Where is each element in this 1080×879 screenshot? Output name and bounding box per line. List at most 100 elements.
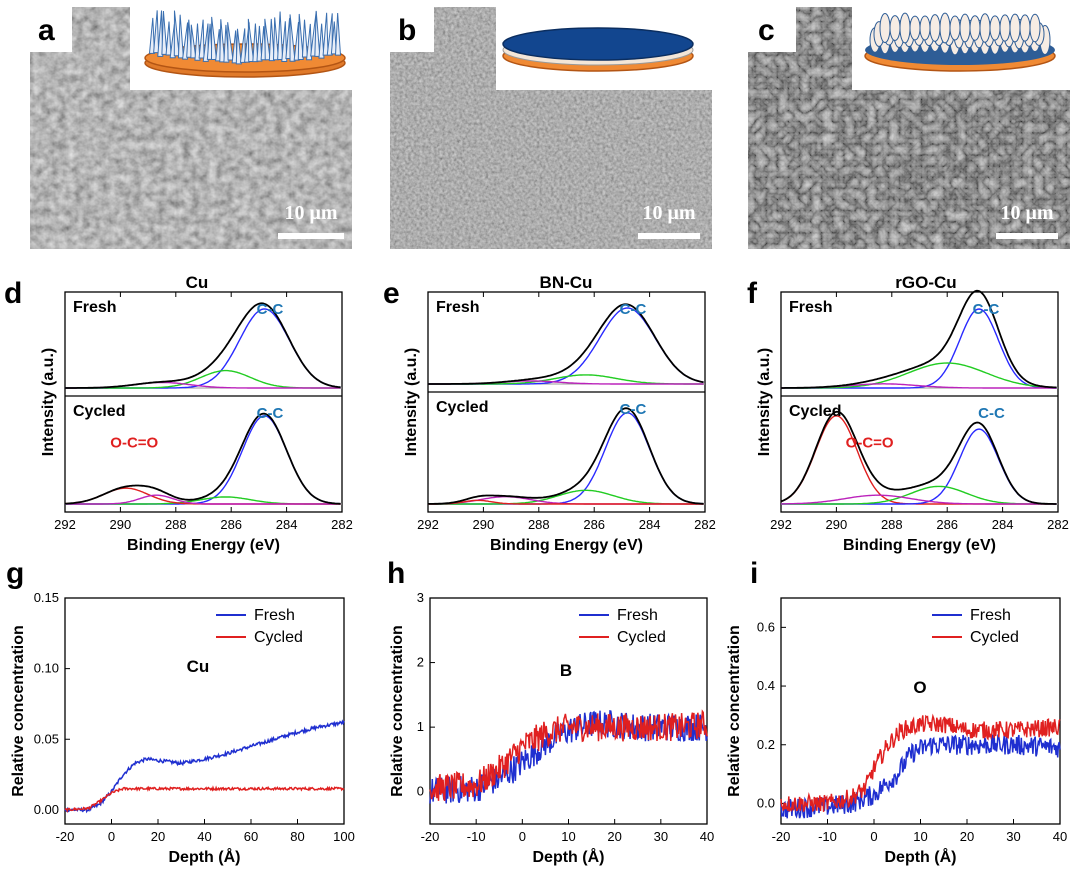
- x-tick-label: 292: [770, 517, 792, 532]
- state-label-fresh: Fresh: [73, 299, 117, 316]
- nanowire-schematic-a: [144, 10, 346, 78]
- x-tick-label: -20: [421, 829, 440, 844]
- fit-peak-c-o: [781, 494, 1057, 505]
- x-tick-label: 286: [936, 517, 958, 532]
- fit-peak-c-o: [65, 369, 341, 389]
- nanowire: [177, 14, 184, 59]
- scale-bar-a: [278, 233, 344, 239]
- state-label-fresh: Fresh: [789, 299, 833, 316]
- y-axis-label: Intensity (a.u.): [756, 348, 773, 456]
- flake: [889, 15, 901, 41]
- x-axis-label: Binding Energy (eV): [127, 537, 280, 554]
- x-tick-label: 282: [694, 517, 716, 532]
- nanowire: [198, 19, 205, 59]
- nanowire: [173, 10, 180, 57]
- flake: [1019, 14, 1031, 42]
- nanowire: [326, 13, 333, 56]
- nanowire: [318, 23, 325, 59]
- envelope-fresh: [65, 302, 341, 389]
- nanowire: [247, 18, 255, 63]
- x-tick-label: 284: [992, 517, 1014, 532]
- flake-schematic-c: [864, 12, 1056, 72]
- peak-annotation: C-C: [973, 301, 1000, 318]
- x-tick-label: 290: [110, 517, 132, 532]
- nanowire: [186, 19, 193, 58]
- x-tick-label: 20: [607, 829, 621, 844]
- series-line-cycled: [780, 713, 1061, 813]
- flake: [909, 15, 921, 41]
- depth-panel-h: h B -20 -10 0 10 20 30 40 0 1 2 3 Depth (Å) Relative…: [387, 557, 714, 866]
- x-tick-label: 282: [1047, 517, 1069, 532]
- y-tick-label: 0.15: [34, 590, 59, 605]
- panel-label-g: g: [6, 557, 24, 590]
- nanowire: [227, 22, 234, 61]
- y-tick-label: 0.4: [757, 678, 775, 693]
- x-axis-label: Depth (Å): [885, 847, 957, 866]
- label-box-a: [0, 0, 72, 52]
- y-tick-label: 0.0: [757, 795, 775, 810]
- nanowire: [235, 28, 242, 65]
- legend-label-cycled: Cycled: [970, 629, 1019, 646]
- x-tick-label: -10: [467, 829, 486, 844]
- nanowire: [256, 25, 263, 62]
- x-axis-label: Binding Energy (eV): [843, 537, 996, 554]
- fit-peak-c-o: [65, 494, 341, 505]
- flake: [989, 15, 1001, 41]
- flake: [949, 15, 961, 41]
- x-tick-label: 10: [913, 829, 927, 844]
- nanowire: [210, 16, 218, 61]
- scale-text-b: 10 μm: [643, 202, 696, 224]
- state-label-cycled: Cycled: [436, 399, 488, 416]
- x-axis-label: Depth (Å): [169, 847, 241, 866]
- x-tick-label: 290: [826, 517, 848, 532]
- nanowire: [268, 18, 275, 62]
- element-label-g: Cu: [187, 657, 210, 676]
- x-tick-label: 40: [1053, 829, 1067, 844]
- nanowire: [322, 12, 329, 56]
- label-box-c: [746, 0, 796, 52]
- scale-bar-c: [996, 233, 1058, 239]
- flake: [919, 15, 931, 41]
- flake: [879, 12, 891, 44]
- scale-text-c: 10 μm: [1001, 202, 1054, 224]
- xps-frame: [780, 291, 1059, 513]
- peak-annotation: O-C=O: [110, 435, 158, 452]
- peak-annotation: C-C: [257, 405, 284, 422]
- xps-title-d: Cu: [186, 273, 209, 292]
- x-axis-label: Binding Energy (eV): [490, 537, 643, 554]
- label-box-b: [384, 0, 434, 52]
- y-tick-label: 0.00: [34, 802, 59, 817]
- x-tick-label: 288: [528, 517, 550, 532]
- nanowire: [289, 14, 296, 62]
- element-label-h: B: [560, 661, 572, 680]
- legend-label-fresh: Fresh: [970, 607, 1011, 624]
- nanowire: [219, 19, 226, 63]
- x-tick-label: 100: [333, 829, 355, 844]
- x-tick-label: 292: [417, 517, 439, 532]
- series-line-cycled: [64, 785, 345, 814]
- nanowire: [330, 21, 337, 55]
- flake: [1029, 13, 1041, 43]
- x-tick-label: 282: [331, 517, 353, 532]
- peak-annotation: C-C: [620, 401, 647, 418]
- panel-label-c: c: [758, 14, 775, 47]
- xps-panel-f: f rGO-Cu 292 290 288 286 284 282 Binding Energ…: [747, 273, 1069, 554]
- x-tick-label: 286: [583, 517, 605, 532]
- x-tick-label: 0: [870, 829, 877, 844]
- x-tick-label: -20: [772, 829, 791, 844]
- nanowire: [301, 19, 308, 58]
- flake: [929, 14, 941, 42]
- xps-frame: [427, 291, 706, 513]
- fit-peak-c-c: [781, 308, 1057, 389]
- nanowire: [190, 24, 197, 59]
- y-axis-label: Relative concentration: [726, 625, 743, 797]
- fit-peak-c-o: [428, 499, 704, 505]
- flake: [959, 13, 971, 43]
- scale-bar-b: [638, 233, 700, 239]
- xps-title-f: rGO-Cu: [895, 273, 956, 292]
- y-axis-label: Intensity (a.u.): [40, 348, 57, 456]
- envelope-cycled: [428, 407, 704, 505]
- y-axis-label: Relative concentration: [10, 625, 27, 797]
- flake: [939, 12, 951, 44]
- nanowire: [153, 10, 160, 54]
